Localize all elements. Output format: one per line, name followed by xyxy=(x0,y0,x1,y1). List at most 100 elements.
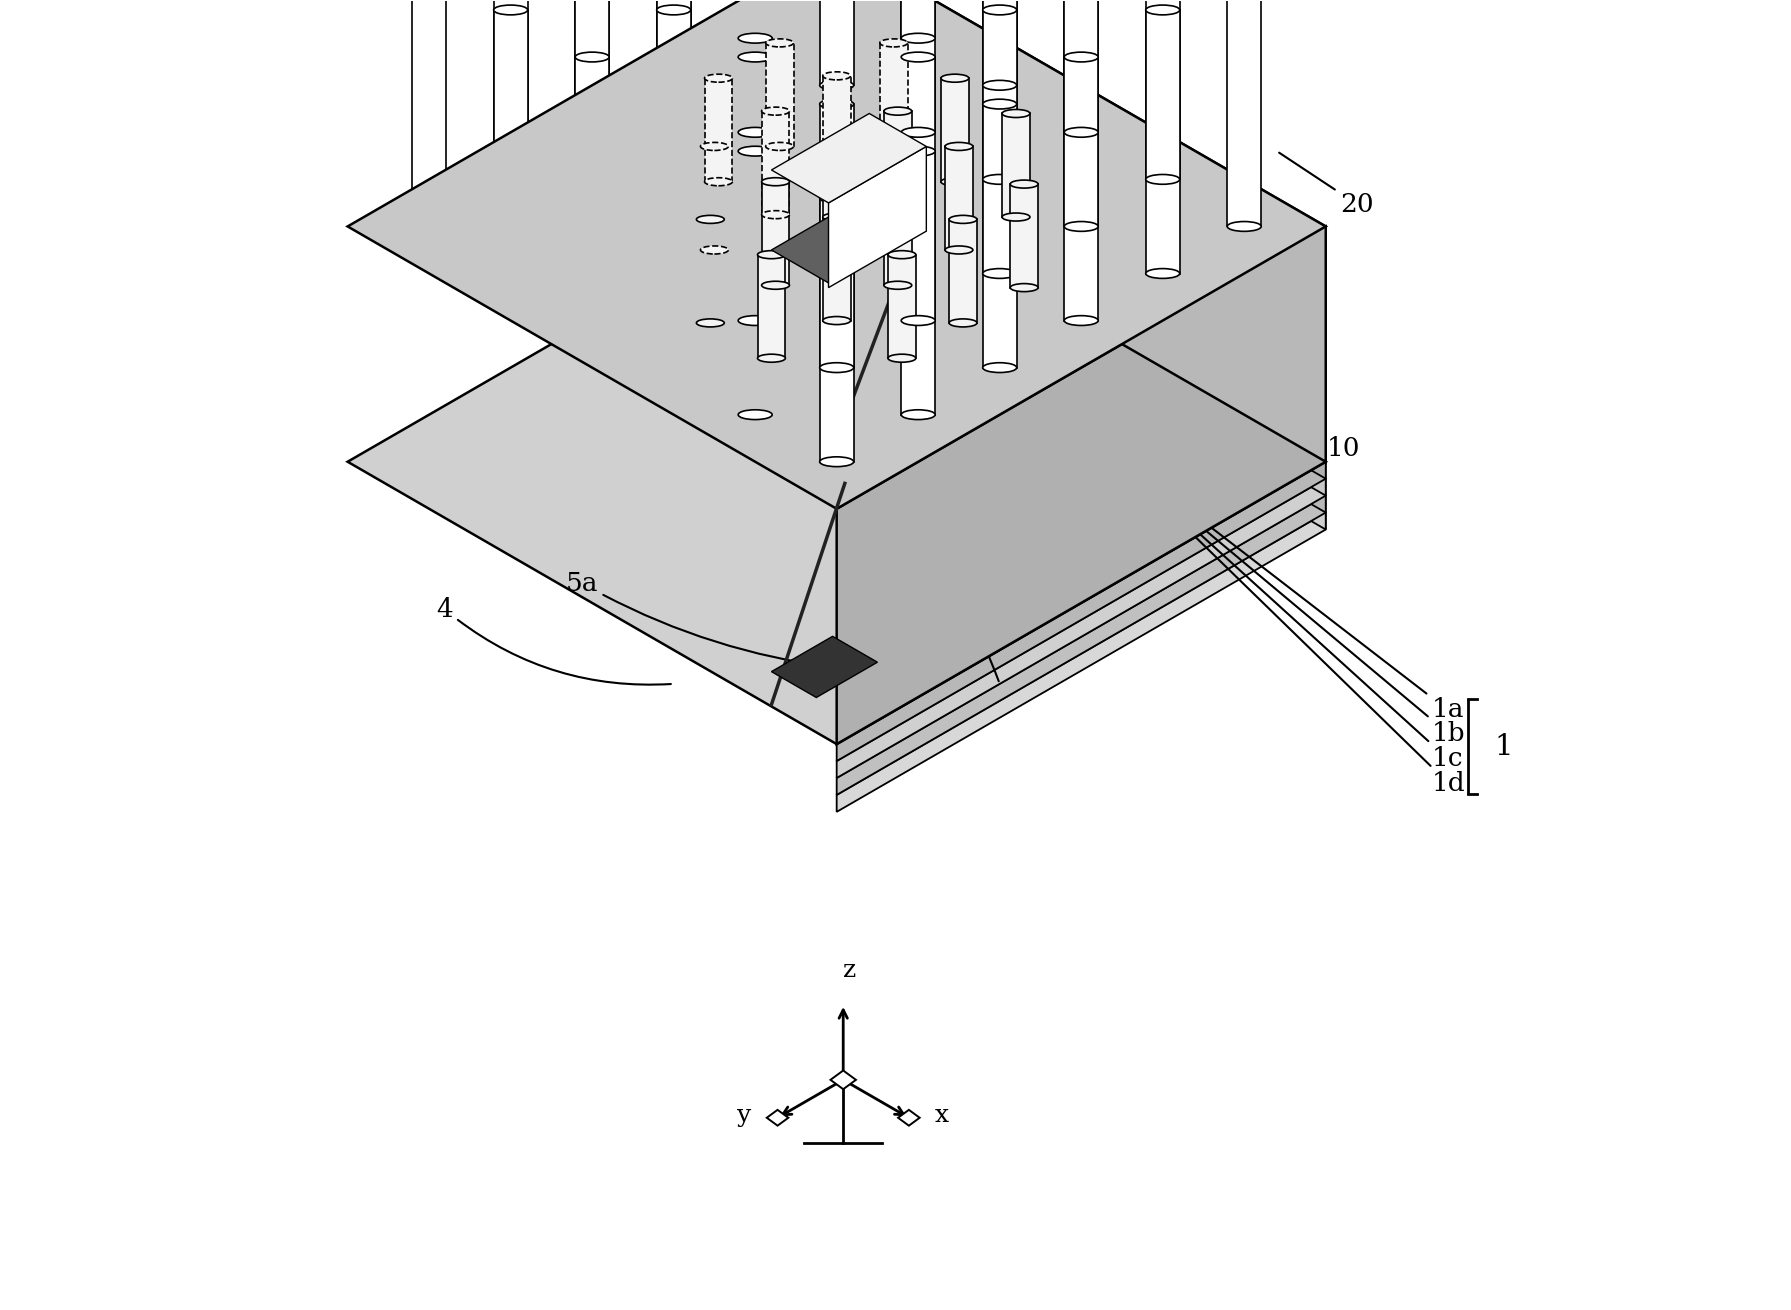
Text: x: x xyxy=(935,1103,949,1127)
Text: 20: 20 xyxy=(1279,153,1374,216)
Ellipse shape xyxy=(1010,283,1039,292)
Polygon shape xyxy=(494,10,528,274)
Polygon shape xyxy=(575,0,609,132)
Polygon shape xyxy=(836,227,1325,744)
Ellipse shape xyxy=(643,214,672,221)
Ellipse shape xyxy=(822,176,851,183)
Text: 1b: 1b xyxy=(838,224,1465,745)
Ellipse shape xyxy=(636,283,663,292)
Polygon shape xyxy=(836,512,1325,812)
Polygon shape xyxy=(575,58,609,321)
Ellipse shape xyxy=(901,52,935,62)
Polygon shape xyxy=(897,1110,919,1125)
Ellipse shape xyxy=(738,316,772,325)
Polygon shape xyxy=(772,114,926,203)
Ellipse shape xyxy=(657,363,691,372)
Polygon shape xyxy=(822,147,851,250)
Polygon shape xyxy=(761,111,790,215)
Polygon shape xyxy=(831,1070,856,1089)
Polygon shape xyxy=(983,103,1017,368)
Ellipse shape xyxy=(822,143,851,151)
Polygon shape xyxy=(885,111,912,215)
Polygon shape xyxy=(901,0,935,132)
Ellipse shape xyxy=(758,250,786,258)
Polygon shape xyxy=(888,254,915,358)
Polygon shape xyxy=(940,79,969,182)
Polygon shape xyxy=(836,478,1325,778)
Polygon shape xyxy=(767,1110,788,1125)
Ellipse shape xyxy=(940,178,969,186)
Ellipse shape xyxy=(901,147,935,156)
Ellipse shape xyxy=(1064,221,1098,232)
Polygon shape xyxy=(575,0,609,227)
Ellipse shape xyxy=(494,269,528,279)
Ellipse shape xyxy=(901,127,935,138)
Ellipse shape xyxy=(949,215,976,224)
Ellipse shape xyxy=(820,80,854,90)
Polygon shape xyxy=(885,182,912,286)
Ellipse shape xyxy=(657,5,691,14)
Polygon shape xyxy=(983,0,1017,85)
Ellipse shape xyxy=(946,246,973,254)
Ellipse shape xyxy=(700,143,729,151)
Text: 4: 4 xyxy=(437,597,672,685)
Ellipse shape xyxy=(949,318,976,328)
Polygon shape xyxy=(1146,10,1180,274)
Ellipse shape xyxy=(983,363,1017,372)
Polygon shape xyxy=(901,58,935,321)
Ellipse shape xyxy=(1227,221,1261,232)
Ellipse shape xyxy=(575,52,609,62)
Ellipse shape xyxy=(657,80,691,90)
Ellipse shape xyxy=(761,107,790,115)
Ellipse shape xyxy=(767,143,793,151)
Text: 10: 10 xyxy=(1205,426,1361,461)
Text: 1c: 1c xyxy=(838,207,1463,770)
Ellipse shape xyxy=(494,174,528,185)
Ellipse shape xyxy=(700,246,729,254)
Polygon shape xyxy=(836,179,1325,478)
Polygon shape xyxy=(983,10,1017,274)
Polygon shape xyxy=(836,0,1325,461)
Ellipse shape xyxy=(767,39,793,47)
Polygon shape xyxy=(836,461,1325,761)
Polygon shape xyxy=(657,0,691,85)
Polygon shape xyxy=(822,76,851,179)
Ellipse shape xyxy=(1001,110,1030,118)
Ellipse shape xyxy=(738,127,772,138)
Ellipse shape xyxy=(1146,269,1180,279)
Ellipse shape xyxy=(820,100,854,109)
Ellipse shape xyxy=(657,269,691,279)
Polygon shape xyxy=(1001,114,1030,217)
Polygon shape xyxy=(836,196,1325,495)
Ellipse shape xyxy=(494,5,528,14)
Polygon shape xyxy=(704,79,733,182)
Polygon shape xyxy=(820,103,854,368)
Polygon shape xyxy=(820,0,854,85)
Ellipse shape xyxy=(738,410,772,419)
Polygon shape xyxy=(949,219,976,322)
Ellipse shape xyxy=(575,221,609,232)
Ellipse shape xyxy=(879,143,908,151)
Ellipse shape xyxy=(738,147,772,156)
Ellipse shape xyxy=(983,80,1017,90)
Ellipse shape xyxy=(643,110,672,118)
Polygon shape xyxy=(657,0,691,179)
Ellipse shape xyxy=(820,194,854,203)
Polygon shape xyxy=(772,637,878,697)
Polygon shape xyxy=(836,214,1325,512)
Polygon shape xyxy=(772,194,926,283)
Polygon shape xyxy=(1064,0,1098,227)
Ellipse shape xyxy=(412,221,446,232)
Polygon shape xyxy=(347,179,1325,744)
Polygon shape xyxy=(700,147,729,250)
Polygon shape xyxy=(738,58,772,321)
Polygon shape xyxy=(643,114,672,217)
Text: y: y xyxy=(738,1103,752,1127)
Ellipse shape xyxy=(822,214,851,221)
Polygon shape xyxy=(494,0,528,179)
Ellipse shape xyxy=(1064,316,1098,325)
Polygon shape xyxy=(1064,0,1098,132)
Polygon shape xyxy=(879,43,908,147)
Polygon shape xyxy=(983,0,1017,179)
Ellipse shape xyxy=(901,316,935,325)
